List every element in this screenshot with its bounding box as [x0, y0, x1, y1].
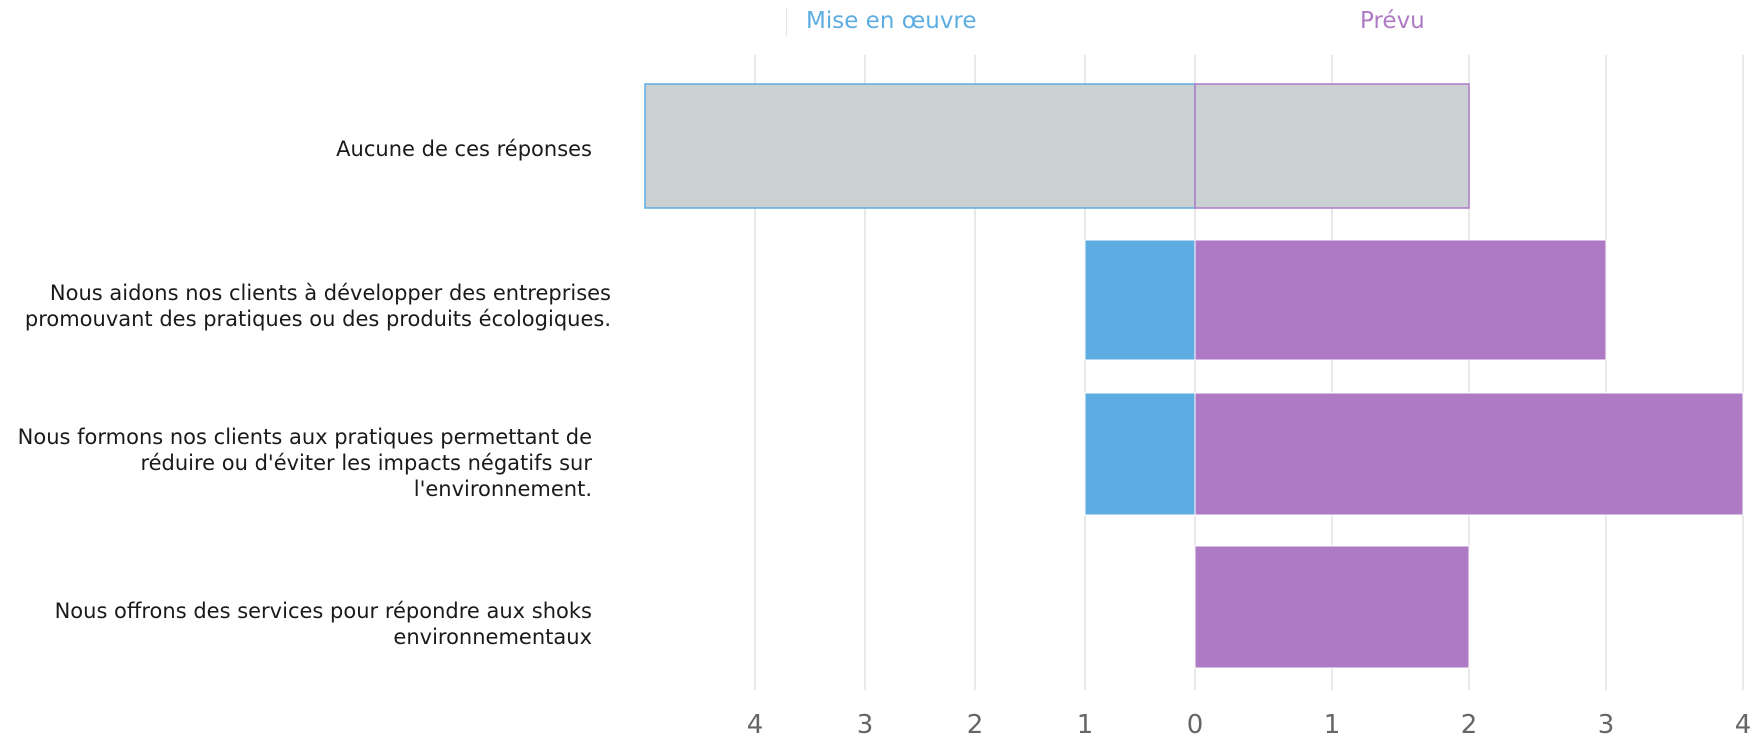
tick-zero: 0: [1187, 710, 1204, 736]
category-label-1: Nous aidons nos clients à développer des…: [24, 281, 611, 331]
category-label-3: Nous offrons des services pour répondre …: [54, 599, 592, 649]
tick-left-2: 2: [967, 710, 984, 736]
legend-divider: [786, 8, 787, 36]
bar-implemented-0: [644, 83, 1196, 209]
legend-implemented: Mise en œuvre: [806, 8, 977, 34]
bar-planned-0: [1194, 83, 1470, 209]
bar-implemented-1: [1084, 239, 1196, 361]
tick-right-1: 1: [1324, 710, 1341, 736]
legend-planned: Prévu: [1360, 8, 1425, 34]
bar-implemented-2: [1084, 392, 1196, 516]
tick-right-4: 4: [1735, 710, 1752, 736]
category-label-2: Nous formons nos clients aux pratiques p…: [17, 425, 592, 501]
tick-left-3: 3: [857, 710, 874, 736]
bar-planned-1: [1194, 239, 1607, 361]
bar-planned-2: [1194, 392, 1744, 516]
tick-right-3: 3: [1598, 710, 1615, 736]
tick-left-1: 1: [1077, 710, 1094, 736]
category-label-0: Aucune de ces réponses: [336, 137, 592, 161]
tick-right-2: 2: [1461, 710, 1478, 736]
tick-left-4: 4: [747, 710, 764, 736]
bar-planned-3: [1194, 545, 1470, 669]
